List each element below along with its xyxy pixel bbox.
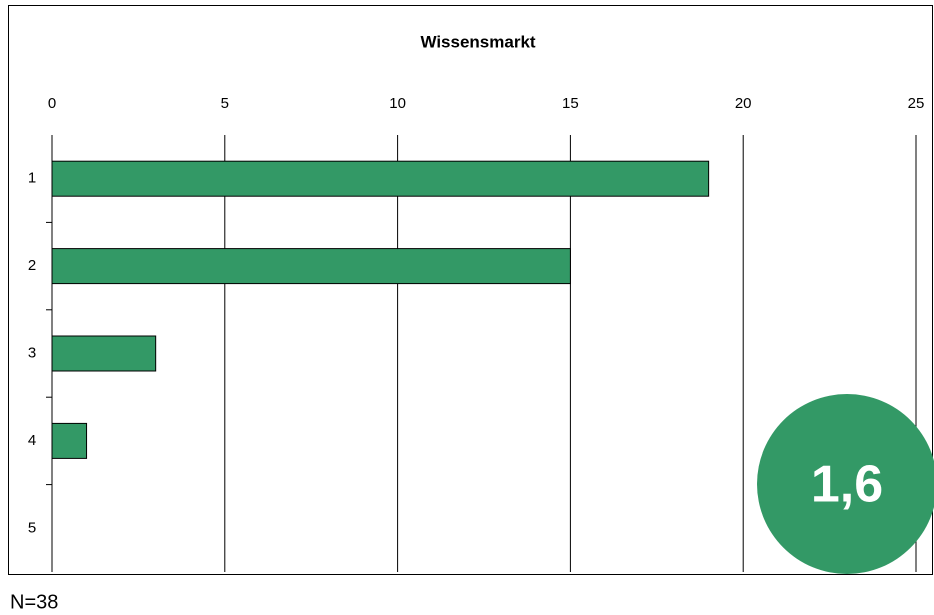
bar bbox=[51, 335, 157, 372]
bar bbox=[51, 160, 710, 197]
chart-frame bbox=[8, 5, 933, 575]
chart-title: Wissensmarkt bbox=[420, 32, 535, 51]
x-tick-label: 5 bbox=[221, 95, 229, 112]
bar bbox=[51, 422, 88, 459]
badge-label: 1,6 bbox=[811, 456, 883, 514]
y-tick-label: 2 bbox=[28, 257, 36, 274]
x-tick-label: 20 bbox=[735, 95, 752, 112]
bar bbox=[51, 248, 571, 285]
y-tick-label: 5 bbox=[28, 519, 36, 536]
badge bbox=[757, 394, 934, 574]
sample-size: N=38 bbox=[10, 591, 58, 613]
x-tick-label: 0 bbox=[48, 95, 56, 112]
y-tick-label: 3 bbox=[28, 344, 36, 361]
x-tick-label: 25 bbox=[908, 95, 925, 112]
x-tick-label: 10 bbox=[389, 95, 406, 112]
x-tick-label: 15 bbox=[562, 95, 579, 112]
y-tick-label: 1 bbox=[28, 170, 36, 187]
y-tick-label: 4 bbox=[28, 432, 36, 449]
